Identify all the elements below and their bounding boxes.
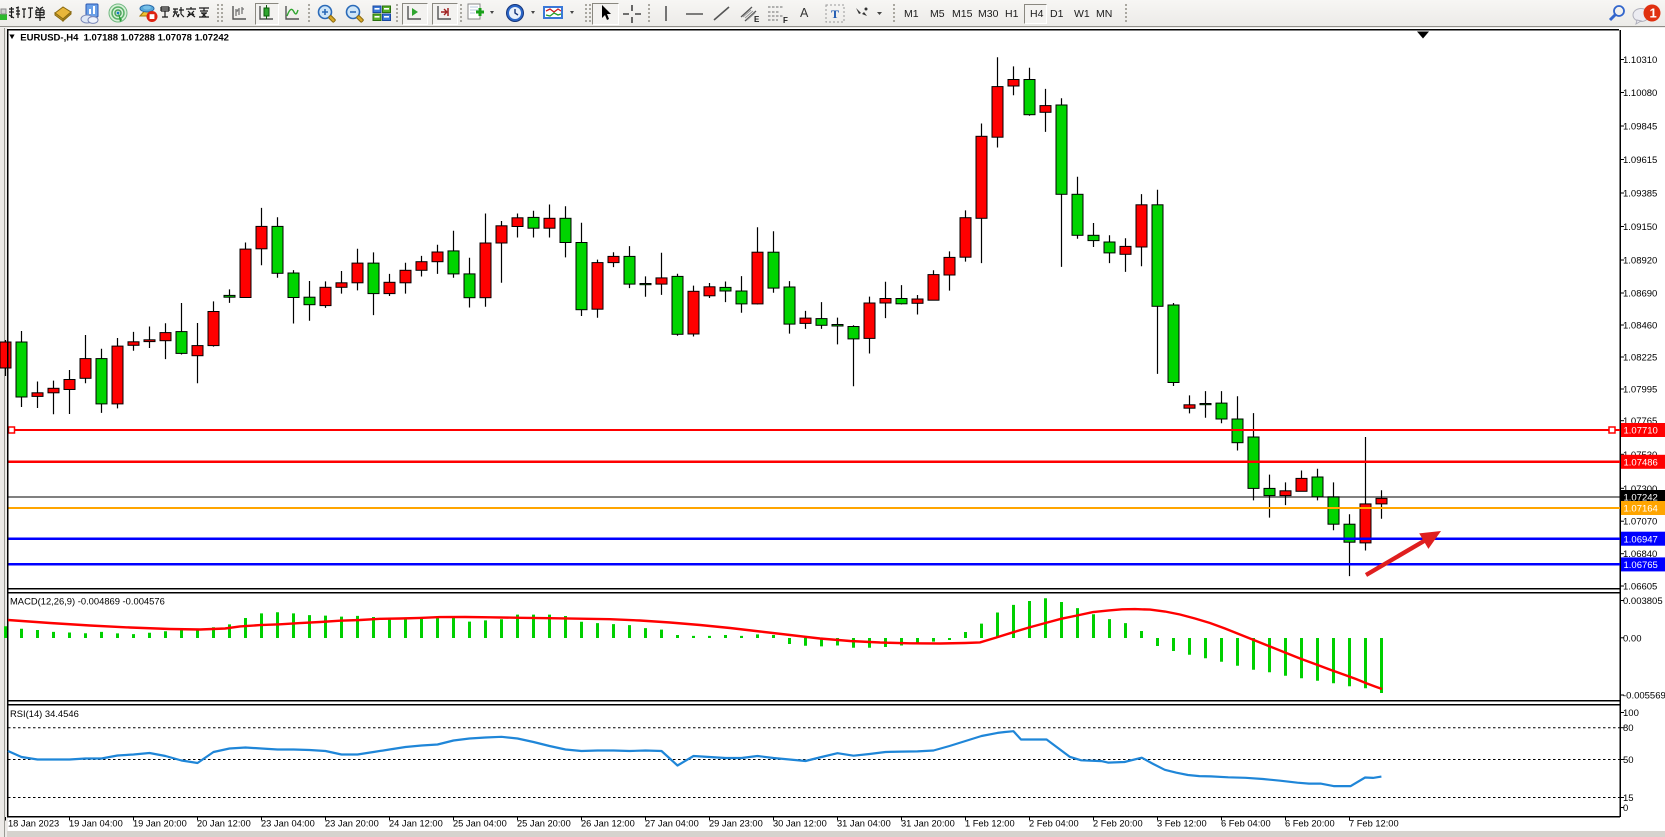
svg-text:1.08225: 1.08225 — [1623, 353, 1657, 364]
svg-text:1.07070: 1.07070 — [1623, 517, 1657, 528]
svg-text:0.003805: 0.003805 — [1623, 596, 1663, 607]
svg-text:RSI(14) 34.4546: RSI(14) 34.4546 — [10, 708, 79, 719]
svg-text:MACD(12,26,9) -0.004869 -0.004: MACD(12,26,9) -0.004869 -0.004576 — [10, 595, 165, 606]
svg-text:1 Feb 12:00: 1 Feb 12:00 — [965, 819, 1015, 829]
svg-text:27 Jan 04:00: 27 Jan 04:00 — [645, 819, 699, 829]
svg-text:2 Feb 20:00: 2 Feb 20:00 — [1093, 819, 1143, 829]
svg-text:29 Jan 23:00: 29 Jan 23:00 — [709, 819, 763, 829]
svg-text:1.07300: 1.07300 — [1623, 484, 1657, 495]
svg-text:1.08690: 1.08690 — [1623, 289, 1657, 300]
svg-text:1.09615: 1.09615 — [1623, 155, 1657, 166]
svg-text:15: 15 — [1623, 793, 1634, 804]
svg-text:19 Jan 04:00: 19 Jan 04:00 — [69, 819, 123, 829]
svg-text:100: 100 — [1623, 708, 1639, 719]
svg-text:3 Feb 12:00: 3 Feb 12:00 — [1157, 819, 1207, 829]
svg-text:2 Feb 04:00: 2 Feb 04:00 — [1029, 819, 1079, 829]
svg-text:-0.005569: -0.005569 — [1623, 691, 1665, 702]
svg-text:7 Feb 12:00: 7 Feb 12:00 — [1349, 819, 1399, 829]
svg-text:1.07164: 1.07164 — [1624, 504, 1658, 515]
svg-text:26 Jan 12:00: 26 Jan 12:00 — [581, 819, 635, 829]
svg-text:50: 50 — [1623, 755, 1634, 766]
svg-text:24 Jan 12:00: 24 Jan 12:00 — [389, 819, 443, 829]
svg-text:1.09385: 1.09385 — [1623, 189, 1657, 200]
svg-text:0.00: 0.00 — [1623, 633, 1642, 644]
svg-text:31 Jan 04:00: 31 Jan 04:00 — [837, 819, 891, 829]
svg-text:1.07242: 1.07242 — [1624, 493, 1658, 504]
svg-text:31 Jan 20:00: 31 Jan 20:00 — [901, 819, 955, 829]
svg-text:1.07995: 1.07995 — [1623, 385, 1657, 396]
svg-text:23 Jan 20:00: 23 Jan 20:00 — [325, 819, 379, 829]
svg-text:18 Jan 2023: 18 Jan 2023 — [8, 819, 59, 829]
svg-text:23 Jan 04:00: 23 Jan 04:00 — [261, 819, 315, 829]
svg-text:25 Jan 20:00: 25 Jan 20:00 — [517, 819, 571, 829]
svg-text:EURUSD-,H4 1.07188 1.07288 1.: EURUSD-,H4 1.07188 1.07288 1.07078 1.072… — [20, 33, 229, 44]
svg-text:1.06765: 1.06765 — [1624, 560, 1658, 571]
svg-text:1.08460: 1.08460 — [1623, 321, 1657, 332]
svg-text:1.09150: 1.09150 — [1623, 222, 1657, 233]
svg-text:T: T — [831, 7, 839, 21]
svg-text:80: 80 — [1623, 723, 1634, 734]
svg-text:25 Jan 04:00: 25 Jan 04:00 — [453, 819, 507, 829]
svg-text:30 Jan 12:00: 30 Jan 12:00 — [773, 819, 827, 829]
svg-text:0: 0 — [1623, 803, 1628, 814]
svg-text:1.07765: 1.07765 — [1623, 416, 1657, 427]
svg-text:19 Jan 20:00: 19 Jan 20:00 — [133, 819, 187, 829]
svg-text:1.09845: 1.09845 — [1623, 122, 1657, 133]
svg-text:E: E — [754, 15, 760, 24]
svg-text:1.07710: 1.07710 — [1624, 426, 1658, 437]
svg-text:1.06840: 1.06840 — [1623, 549, 1657, 560]
svg-text:20 Jan 12:00: 20 Jan 12:00 — [197, 819, 251, 829]
svg-text:1.10310: 1.10310 — [1623, 55, 1657, 66]
svg-text:1.07486: 1.07486 — [1624, 457, 1658, 468]
svg-text:1.06947: 1.06947 — [1624, 534, 1658, 545]
svg-text:1: 1 — [1650, 6, 1657, 21]
svg-text:1.08920: 1.08920 — [1623, 256, 1657, 267]
svg-text:6 Feb 20:00: 6 Feb 20:00 — [1285, 819, 1335, 829]
svg-text:6 Feb 04:00: 6 Feb 04:00 — [1221, 819, 1271, 829]
svg-text:F: F — [783, 16, 788, 24]
svg-text:1.06605: 1.06605 — [1623, 582, 1657, 593]
svg-text:1.10080: 1.10080 — [1623, 88, 1657, 99]
